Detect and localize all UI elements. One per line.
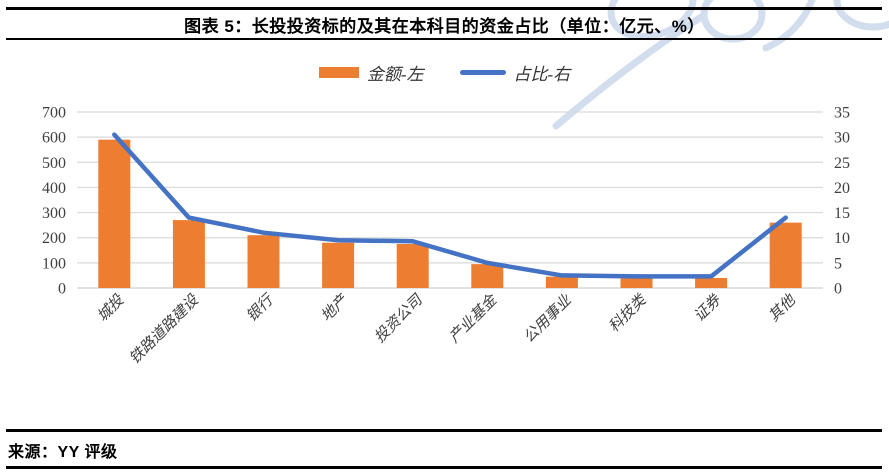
x-axis-label: 银行 <box>243 290 278 325</box>
footer-top-rule <box>6 429 882 432</box>
x-axis-label: 铁路道路建设 <box>126 290 203 367</box>
bar-公用事业 <box>545 276 578 288</box>
x-axis-label: 科技类 <box>605 290 650 335</box>
y-axis-right-tick: 35 <box>834 105 850 122</box>
x-axis-label: 城投 <box>94 290 129 325</box>
line-swatch-icon <box>459 69 506 75</box>
legend-item-amount: 金额-左 <box>318 60 424 85</box>
bar-产业基金 <box>471 264 504 288</box>
x-axis-label: 投资公司 <box>371 290 427 346</box>
header-top-rule <box>6 7 882 10</box>
y-axis-right-tick: 0 <box>834 281 842 298</box>
bar-证券 <box>695 277 728 288</box>
bar-地产 <box>322 242 355 288</box>
x-axis-label: 其他 <box>765 290 800 325</box>
x-axis-label: 地产 <box>318 290 353 325</box>
bar-铁路道路建设 <box>172 220 205 288</box>
footer-bottom-rule <box>6 466 882 469</box>
bar-投资公司 <box>396 244 429 288</box>
bar-其他 <box>769 222 802 288</box>
y-axis-left-tick: 400 <box>42 180 66 197</box>
x-axis-label: 公用事业 <box>520 291 575 346</box>
y-axis-left-tick: 200 <box>42 230 66 247</box>
y-axis-right-tick: 15 <box>834 205 850 222</box>
y-axis-left-tick: 100 <box>42 255 66 272</box>
bar-swatch-icon <box>318 66 359 78</box>
chart-legend: 金额-左 占比-右 <box>0 60 889 84</box>
legend-label-ratio: 占比-右 <box>513 64 571 84</box>
y-axis-left-tick: 600 <box>42 130 66 147</box>
y-axis-left-tick: 700 <box>42 105 66 122</box>
y-axis-left-tick: 0 <box>58 281 66 298</box>
x-axis-label: 证券 <box>691 291 725 325</box>
legend-label-amount: 金额-左 <box>366 64 424 84</box>
y-axis-right-tick: 10 <box>834 230 850 247</box>
y-axis-right-tick: 30 <box>834 130 850 147</box>
y-axis-right-tick: 25 <box>834 155 850 172</box>
y-axis-left-tick: 300 <box>42 205 66 222</box>
source-label: 来源：YY 评级 <box>8 444 118 461</box>
chart-title: 图表 5：长投投资标的及其在本科目的资金占比（单位：亿元、%） <box>184 17 705 36</box>
x-axis-label: 产业基金 <box>446 290 502 346</box>
legend-item-ratio: 占比-右 <box>459 60 571 85</box>
y-axis-left-tick: 500 <box>42 155 66 172</box>
header-bottom-rule <box>6 38 882 40</box>
bar-科技类 <box>620 278 653 288</box>
bar-银行 <box>247 235 280 288</box>
y-axis-right-tick: 20 <box>834 180 850 197</box>
y-axis-right-tick: 5 <box>834 255 842 272</box>
ratio-line <box>112 132 788 279</box>
bar-城投 <box>98 139 131 288</box>
